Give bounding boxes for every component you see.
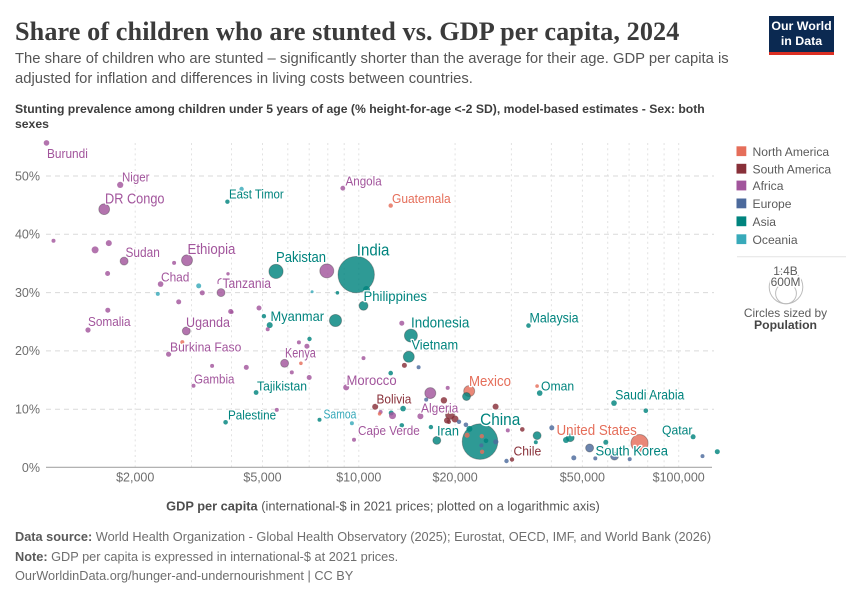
svg-text:Palestine: Palestine: [228, 408, 276, 423]
svg-text:1:4B: 1:4B: [773, 264, 798, 278]
svg-text:Samoa: Samoa: [324, 407, 357, 421]
svg-text:600M: 600M: [771, 275, 801, 289]
svg-text:North America: North America: [753, 145, 830, 159]
svg-text:Morocco: Morocco: [347, 373, 397, 388]
svg-text:10%: 10%: [15, 403, 40, 417]
svg-text:GDP per capita (international-: GDP per capita (international-$ in 2021 …: [166, 499, 600, 514]
svg-text:South Korea: South Korea: [596, 443, 669, 458]
svg-text:$10,000: $10,000: [336, 471, 381, 485]
svg-text:Vietnam: Vietnam: [412, 337, 459, 353]
svg-text:Uganda: Uganda: [186, 315, 230, 330]
svg-text:DR Congo: DR Congo: [105, 192, 165, 208]
svg-text:40%: 40%: [15, 228, 40, 242]
svg-text:Circles sized by: Circles sized by: [744, 306, 827, 320]
svg-text:Myanmar: Myanmar: [271, 308, 325, 324]
svg-text:Guatemala: Guatemala: [392, 191, 451, 206]
svg-text:50%: 50%: [15, 169, 40, 183]
svg-text:Algeria: Algeria: [421, 401, 459, 416]
svg-text:20%: 20%: [15, 344, 40, 358]
svg-text:0%: 0%: [22, 461, 40, 475]
svg-text:Ethiopia: Ethiopia: [188, 242, 237, 258]
svg-text:Niger: Niger: [122, 170, 150, 185]
svg-text:Population: Population: [754, 318, 817, 332]
svg-text:India: India: [357, 241, 390, 259]
svg-text:$100,000: $100,000: [653, 471, 705, 485]
svg-text:Qatar: Qatar: [662, 423, 693, 438]
svg-text:Tajikistan: Tajikistan: [257, 379, 307, 394]
svg-text:30%: 30%: [15, 286, 40, 300]
svg-text:Europe: Europe: [753, 197, 792, 211]
svg-text:Africa: Africa: [753, 179, 784, 193]
svg-text:Cape Verde: Cape Verde: [358, 424, 420, 438]
svg-text:Pakistan: Pakistan: [276, 249, 326, 266]
svg-text:$20,000: $20,000: [433, 471, 478, 485]
svg-text:South America: South America: [753, 162, 832, 176]
svg-text:Tanzania: Tanzania: [223, 276, 272, 291]
svg-text:Somalia: Somalia: [88, 314, 131, 329]
svg-text:China: China: [480, 411, 521, 429]
svg-text:Saudi Arabia: Saudi Arabia: [615, 388, 684, 403]
svg-text:East Timor: East Timor: [229, 187, 284, 201]
svg-text:$50,000: $50,000: [560, 471, 605, 485]
svg-text:$2,000: $2,000: [116, 471, 154, 485]
svg-text:Chile: Chile: [514, 444, 542, 459]
svg-text:Indonesia: Indonesia: [411, 314, 470, 331]
svg-text:Oman: Oman: [541, 379, 574, 394]
svg-text:Bolivia: Bolivia: [377, 392, 412, 406]
svg-text:$5,000: $5,000: [243, 471, 281, 485]
svg-text:Chad: Chad: [161, 270, 189, 285]
svg-text:United States: United States: [557, 422, 637, 439]
svg-text:Kenya: Kenya: [285, 345, 316, 360]
svg-text:Malaysia: Malaysia: [530, 310, 580, 325]
svg-text:Angola: Angola: [346, 174, 383, 189]
svg-text:Oceania: Oceania: [753, 233, 798, 247]
svg-text:Burkina Faso: Burkina Faso: [170, 340, 241, 355]
svg-text:Mexico: Mexico: [469, 374, 511, 390]
svg-text:Asia: Asia: [753, 215, 777, 229]
svg-text:Iran: Iran: [437, 423, 459, 438]
svg-text:Gambia: Gambia: [194, 372, 235, 386]
svg-text:Burundi: Burundi: [47, 146, 88, 161]
svg-text:Philippines: Philippines: [364, 288, 428, 304]
svg-text:Sudan: Sudan: [126, 245, 160, 260]
